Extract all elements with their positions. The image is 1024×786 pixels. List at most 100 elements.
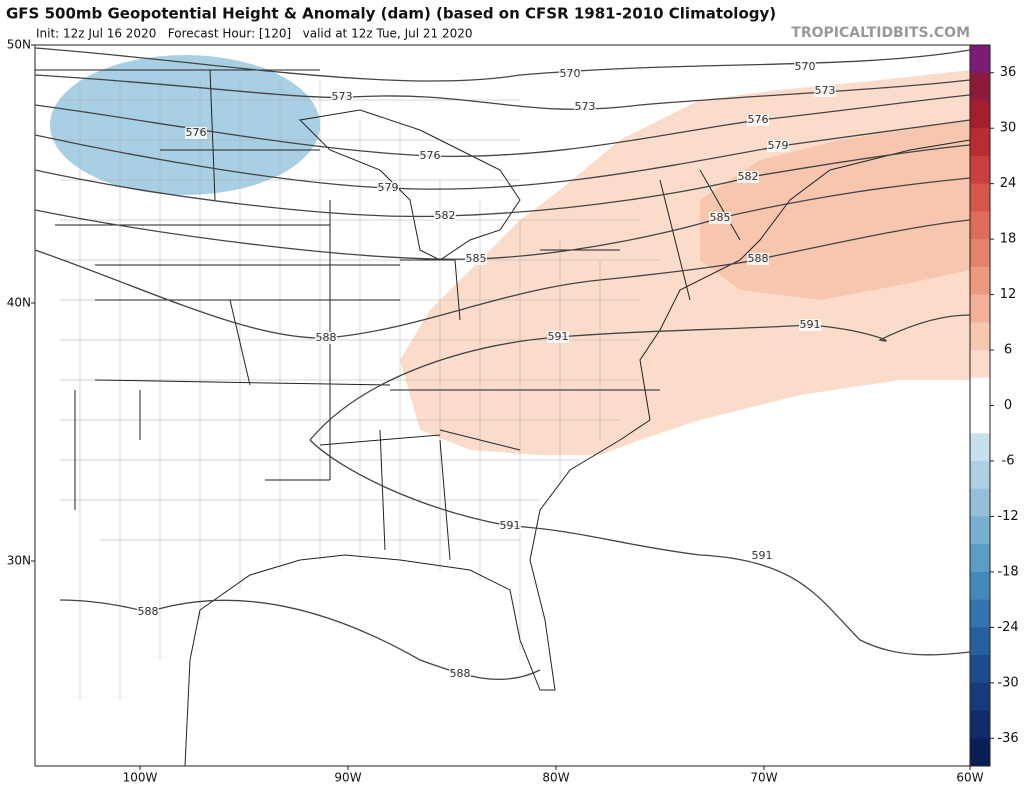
contour-label-bg (559, 68, 581, 80)
lon-label: 80W (542, 771, 569, 785)
contour-label-bg (751, 550, 773, 562)
state-borders (35, 69, 741, 561)
colorbar-tick-label: -18 (997, 564, 1018, 579)
contour-label-bg (137, 606, 159, 618)
lon-label: 60W (956, 771, 983, 785)
contour-label-bg (419, 150, 441, 162)
map: 570 570 573 573 573 576 576 576 579 579 582 582 585 5… (34, 44, 971, 767)
contour-label: 576 (420, 149, 441, 162)
negative-anomaly (50, 55, 320, 195)
contour-label: 582 (435, 209, 456, 222)
colorbar-tick-label: -36 (997, 731, 1018, 746)
contour-label: 588 (450, 667, 471, 680)
contour-label-bg (747, 253, 769, 265)
colorbar-tick-label: -12 (997, 509, 1018, 524)
colorbar-segment (970, 72, 990, 101)
contour-label: 573 (815, 84, 836, 97)
lat-label: 40N (7, 296, 31, 310)
colorbar-segment (970, 433, 990, 462)
colorbar-tick-label: 6 (1004, 343, 1012, 358)
contour-label-bg (547, 331, 569, 343)
contour-label: 585 (710, 211, 731, 224)
contour-label-bg (315, 332, 337, 344)
contour-label-bg (465, 253, 487, 265)
contour-label: 588 (138, 605, 159, 618)
lat-label: 30N (7, 554, 31, 568)
contour-label: 588 (748, 252, 769, 265)
colorbar-tick-label: 0 (1004, 398, 1012, 413)
colorbar-segment (970, 488, 990, 517)
colorbar-segment (970, 710, 990, 739)
colorbar-segment (970, 211, 990, 240)
contour-label-bg (377, 182, 399, 194)
contour-label-bg (814, 85, 836, 97)
colorbar-segment (970, 599, 990, 628)
contour-label: 579 (378, 181, 399, 194)
contour-label: 585 (466, 252, 487, 265)
lon-label: 90W (334, 771, 361, 785)
contour-label-bg (449, 668, 471, 680)
colorbar-segment (970, 544, 990, 573)
colorbar-segment (970, 460, 990, 490)
contour-label: 576 (186, 126, 207, 139)
contour-label-bg (767, 140, 789, 152)
colorbar-segment (970, 294, 990, 323)
coastline (184, 139, 970, 766)
contour-label: 570 (560, 67, 581, 80)
contour-label: 573 (332, 90, 353, 103)
contour-label: 576 (748, 113, 769, 126)
lon-label: 70W (750, 771, 777, 785)
contour-label: 573 (575, 100, 596, 113)
subtitle: Init: 12z Jul 16 2020 Forecast Hour: [12… (36, 27, 473, 41)
contour-label: 582 (738, 170, 759, 183)
contour-label-bg (709, 212, 731, 224)
contour-label: 579 (768, 139, 789, 152)
colorbar-segment (970, 266, 990, 296)
lat-label: 50N (7, 38, 31, 52)
colorbar-segment (970, 128, 990, 157)
colorbar-segment (970, 350, 990, 379)
contour-label-bg (574, 101, 596, 113)
contour-label: 591 (500, 519, 521, 532)
contour-label-bg (799, 319, 821, 331)
colorbar-tick-label: 24 (1000, 176, 1017, 191)
colorbar-segment (970, 45, 990, 74)
colorbar-segment (970, 655, 990, 684)
colorbar-segment (970, 627, 990, 656)
colorbar-segment (970, 377, 990, 406)
contour-label-bg (747, 114, 769, 126)
contour-label-bg (434, 210, 456, 222)
colorbar-segment (970, 571, 990, 601)
source: TROPICALTIDBITS.COM (791, 25, 970, 41)
title: GFS 500mb Geopotential Height & Anomaly … (6, 5, 776, 23)
contour-label: 591 (800, 318, 821, 331)
contour-label-bg (185, 127, 207, 139)
colorbar-tick-label: 12 (1000, 287, 1017, 302)
colorbar-segment (970, 516, 990, 545)
contour-label-bg (737, 171, 759, 183)
lon-label: 100W (123, 771, 158, 785)
colorbar-segment (970, 322, 990, 351)
contour-label-bg (499, 520, 521, 532)
contour-label: 591 (752, 549, 773, 562)
colorbar-tick-label: -24 (997, 620, 1018, 635)
colorbar-tick-label: -30 (997, 675, 1018, 690)
contour-label: 591 (548, 330, 569, 343)
contour-label: 588 (316, 331, 337, 344)
contour-label-bg (794, 61, 816, 73)
great-lakes (298, 109, 521, 261)
colorbar-tick-label: 36 (1000, 65, 1017, 80)
colorbar-segment (970, 239, 990, 268)
contour-label-bg (331, 91, 353, 103)
colorbar-segment (970, 682, 990, 712)
colorbar-segment (970, 405, 990, 434)
colorbar-segment (970, 155, 990, 185)
colorbar-tick-label: 18 (1000, 232, 1017, 247)
colorbar-tick-label: 30 (1000, 121, 1017, 136)
colorbar: 36 30 24 18 12 6 0 -6 -12 -18 -24 -30 -36 (969, 44, 1019, 767)
colorbar-tick-label: -6 (1002, 453, 1015, 468)
contour-label: 570 (795, 60, 816, 73)
colorbar-segment (970, 183, 990, 212)
